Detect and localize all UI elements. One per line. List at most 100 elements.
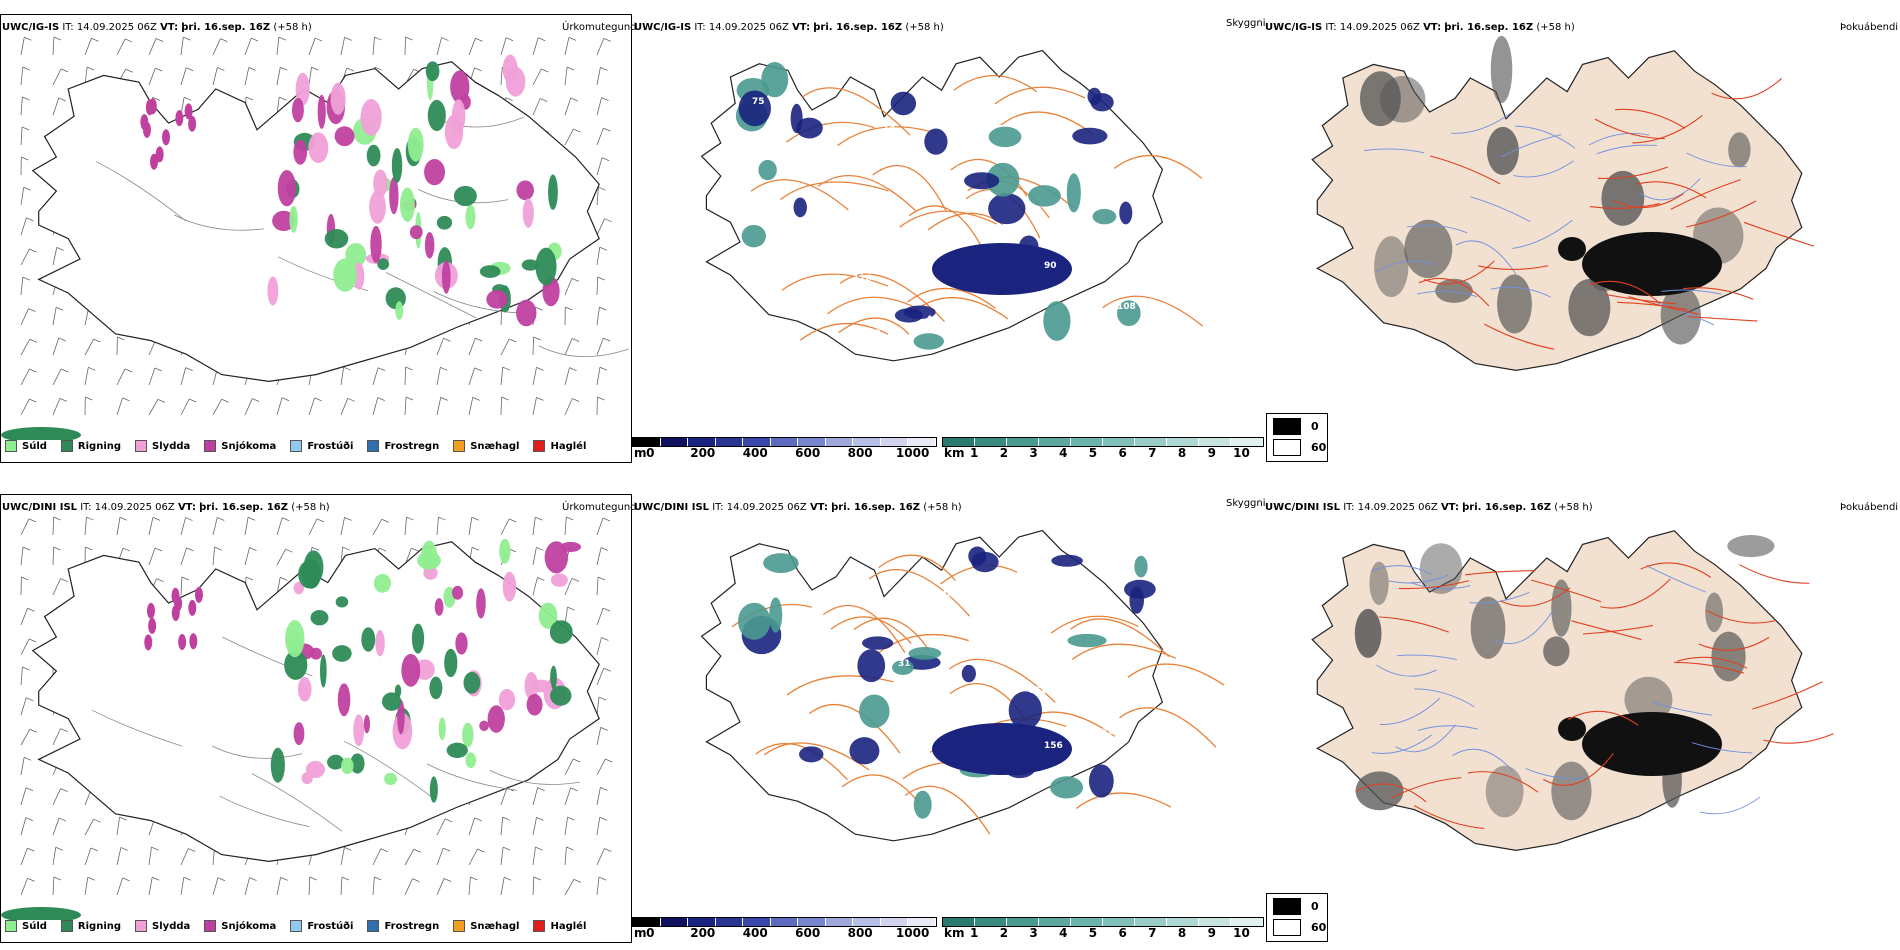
wind-barb [564,879,582,896]
precip-cell [188,599,197,616]
cloud-patch [1008,691,1042,730]
precip-cell [155,146,164,163]
wind-barb [596,696,607,716]
colorbar-segment [770,438,799,446]
wind-barb [52,247,64,266]
colorbar-tick: 0 [646,446,655,460]
road-line [786,121,875,143]
colorbar-segment [633,918,661,926]
precip-cell [319,654,327,688]
colorbar-segment [1071,918,1103,926]
precip-cell [516,180,534,201]
wind-barb [148,367,163,386]
fog-patch [1551,761,1592,821]
wind-barb [116,397,130,416]
colorbar-tick: 3 [1029,446,1038,460]
cloud-value-label: 18 [883,604,896,614]
road-line [251,773,343,832]
visibility-colorbar-row2 [942,917,1264,927]
cloud-value-label: 67 [941,110,954,120]
legend-swatch [290,440,303,452]
wind-barb [596,786,608,806]
legend-label: Frostregn [384,440,440,452]
precip-cell [284,650,308,680]
panel-type-precip-row2: Úrkomutegund [562,502,637,513]
wind-barb [596,576,606,596]
precip-cell [272,210,296,232]
wind-barb [180,398,197,416]
precip-legend-row2: Súld Rigning Slydda Snjókoma Frostúði Frostre… [5,920,587,932]
precip-cell [453,185,477,207]
wind-barb [84,366,96,386]
wind-barb [404,516,414,536]
wind-barb [564,578,580,596]
road-line [1597,166,1669,180]
visibility-ticks-row1: 1 2 3 4 5 6 7 8 9 10 [942,446,1264,460]
colorbar-tick: 600 [795,446,821,460]
precip-cell [353,714,365,747]
wind-barb [84,876,95,896]
wind-barb [596,607,611,626]
cloud-value-label: 79 [795,288,808,298]
wind-barb [244,67,256,86]
wind-barb [564,306,573,326]
colorbar-tick: 9 [1207,446,1216,460]
wind-barb [148,67,163,86]
cloud-value-label: 89 [810,823,823,833]
wind-barb [20,666,30,686]
wind-barb [52,546,61,566]
wind-barb [500,816,510,836]
wind-barb [308,518,325,536]
river-line [1661,289,1722,295]
colorbar-tick: 10 [1233,926,1250,940]
road-line [212,745,303,759]
precip-cell [369,190,386,224]
road-line [1070,618,1170,658]
panel-type-precip-row1: Úrkomutegund [562,22,637,33]
precip-cell [270,747,285,783]
wind-barb [52,516,61,536]
fog-patch [1355,771,1404,811]
road-line [822,604,906,653]
wind-barb [596,396,605,416]
wind-barb [436,878,452,896]
colorbar-segment [880,918,909,926]
wind-barb [20,217,34,236]
cloud-patch [971,551,999,573]
fog-patch [1470,596,1506,659]
road-line [1355,783,1427,803]
wind-barb [500,366,510,386]
cloud-patch [758,159,777,181]
road-line [808,704,901,754]
river-line [1371,734,1432,754]
wind-barb [596,276,605,296]
colorbar-segment [660,918,689,926]
road-line [1571,620,1642,641]
road-line [489,769,580,785]
colorbar-tick: 4 [1059,926,1068,940]
cloud-patch [988,193,1026,225]
wind-barb [404,366,413,386]
wind-barb [84,818,101,836]
colorbar-segment [908,438,937,446]
road-line [1687,316,1758,322]
river-line [1376,260,1437,272]
cloud-patch [1134,555,1148,578]
cloud-patch [1043,301,1071,341]
legend-item: Súld [5,920,47,932]
colorbar-tick: 1 [970,446,979,460]
cloud-value-label: 41 [898,179,911,189]
visibility-unit-row1: km [944,446,965,460]
river-line [1417,725,1478,731]
road-line [1617,301,1688,310]
legend-item: Frostregn [367,920,439,932]
river-line [1363,148,1425,154]
road-line [1500,587,1571,607]
wind-barb [276,36,287,56]
precip-cell [424,231,435,259]
wind-barb [436,818,453,836]
cloud-value-label: 90 [1044,261,1057,271]
panel-title-precip-row1: UWC/IG-IS IT: 14.09.2025 06Z VT: þri. 16… [2,22,312,33]
road-line [750,179,849,211]
precip-legend-row1: Súld Rigning Slydda Snjókoma Frostúði Frostre… [5,440,587,452]
